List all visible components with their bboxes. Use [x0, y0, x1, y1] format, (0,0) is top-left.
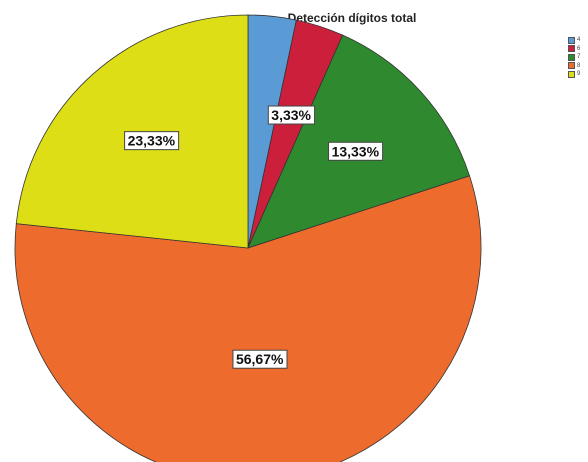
svg-text:56,67%: 56,67%	[236, 351, 284, 367]
legend-swatch	[568, 45, 575, 53]
svg-text:13,33%: 13,33%	[332, 143, 380, 159]
legend-swatch	[568, 70, 575, 78]
legend-label: 4	[577, 37, 581, 43]
chart-title: Detección dígitos total	[287, 11, 417, 25]
pie-slice-7	[247, 34, 471, 249]
legend-label: 8	[577, 62, 581, 69]
legend-label: 6	[577, 45, 581, 52]
slice-label-6: 3,33%	[267, 105, 316, 125]
svg-text:23,33%: 23,33%	[128, 133, 176, 149]
pie-slice-8	[14, 175, 482, 462]
legend-label: 7	[577, 54, 581, 60]
legend-item-7: 7	[568, 53, 580, 62]
legend-swatch	[568, 36, 575, 44]
legend-item-9: 9	[568, 70, 580, 79]
legend-swatch	[568, 53, 575, 61]
slice-label-7: 13,33%	[328, 141, 384, 161]
legend: 4 6 7 8 9	[568, 36, 580, 79]
legend-item-6: 6	[568, 45, 580, 54]
slice-label-8: 56,67%	[232, 349, 288, 369]
legend-item-4: 4	[568, 36, 580, 45]
legend-swatch	[568, 62, 575, 70]
slice-label-9: 23,33%	[124, 131, 180, 151]
legend-item-8: 8	[568, 62, 580, 71]
legend-label: 9	[577, 71, 581, 77]
svg-text:3,33%: 3,33%	[271, 107, 311, 123]
